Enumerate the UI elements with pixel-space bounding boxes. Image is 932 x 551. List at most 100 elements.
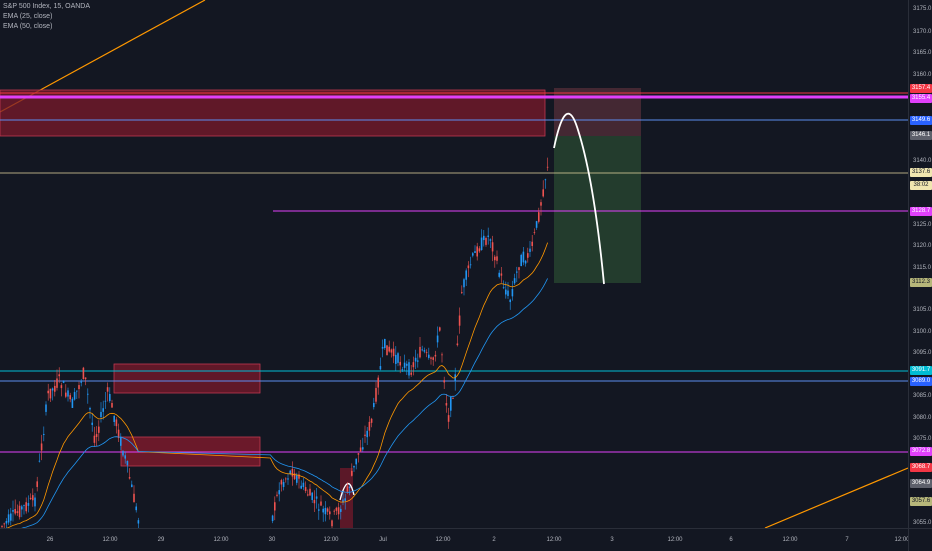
price-label: 3089.0 bbox=[910, 377, 932, 386]
price-label: 3064.9 bbox=[910, 479, 932, 488]
candle-body bbox=[21, 506, 23, 510]
candle-body bbox=[377, 377, 379, 388]
candle-body bbox=[93, 435, 96, 443]
candle-body bbox=[3, 523, 5, 525]
price-label: 3112.3 bbox=[910, 278, 932, 287]
candle-body bbox=[434, 354, 437, 357]
candle-body bbox=[408, 362, 410, 376]
candle-body bbox=[540, 202, 542, 206]
ema-layer bbox=[6, 242, 548, 528]
candle-body bbox=[32, 495, 34, 501]
price-label: 3128.7 bbox=[910, 207, 932, 216]
price-tick: 3095.0 bbox=[913, 350, 932, 356]
take-profit-zone[interactable] bbox=[554, 136, 641, 283]
candle-body bbox=[113, 415, 115, 422]
candle-body bbox=[368, 421, 371, 431]
candle-body bbox=[529, 248, 531, 252]
time-tick: 26 bbox=[46, 537, 54, 543]
candle-body bbox=[16, 511, 19, 514]
price-tick: 3125.0 bbox=[913, 222, 932, 228]
candle-body bbox=[100, 411, 102, 418]
candle-body bbox=[115, 419, 118, 427]
time-axis[interactable]: 26 12:00 29 12:00 30 12:00 Jul 12:00 2 1… bbox=[0, 528, 910, 551]
candle-body bbox=[98, 426, 100, 433]
price-label: 3057.6 bbox=[910, 497, 932, 506]
candle-body bbox=[494, 256, 496, 261]
supply-zone-mid[interactable] bbox=[113, 363, 261, 394]
candle-body bbox=[472, 253, 474, 256]
chart-pane[interactable]: S&P 500 Index, 15, OANDA EMA (25, close)… bbox=[0, 0, 908, 528]
candle-body bbox=[498, 272, 500, 277]
candle-body bbox=[67, 390, 69, 397]
candle-body bbox=[51, 388, 54, 391]
candle-body bbox=[443, 380, 445, 383]
candle-body bbox=[296, 475, 298, 483]
projection-arc[interactable] bbox=[553, 112, 605, 285]
candle-body bbox=[452, 398, 454, 399]
candle-body bbox=[285, 478, 287, 480]
candle-body bbox=[300, 485, 302, 489]
candle-body bbox=[355, 458, 357, 465]
candle-body bbox=[307, 494, 309, 496]
price-tick: 3085.0 bbox=[913, 393, 932, 399]
price-label: 3068.7 bbox=[910, 463, 932, 472]
small-zone[interactable] bbox=[340, 468, 353, 528]
candle-body bbox=[18, 505, 21, 518]
stop-loss-zone[interactable] bbox=[554, 88, 641, 136]
candle-body bbox=[69, 395, 71, 400]
time-tick: 7 bbox=[845, 537, 849, 543]
candle-body bbox=[5, 520, 8, 524]
candle-body bbox=[447, 415, 450, 422]
candle-body bbox=[461, 292, 463, 294]
candle-body bbox=[80, 381, 82, 383]
time-tick: Jul bbox=[379, 537, 387, 543]
candle-body bbox=[476, 246, 478, 257]
candle-body bbox=[410, 372, 412, 375]
candle-body bbox=[496, 256, 498, 261]
candle-body bbox=[340, 508, 342, 512]
candle-body bbox=[522, 251, 525, 263]
candle-body bbox=[131, 484, 133, 488]
ema-50-line bbox=[21, 278, 548, 528]
candle-body bbox=[43, 433, 45, 435]
time-tick: 12:00 bbox=[435, 537, 451, 543]
candle-body bbox=[456, 343, 459, 346]
candle-body bbox=[271, 515, 274, 522]
price-tick: 3160.0 bbox=[913, 72, 932, 78]
candle-body bbox=[318, 509, 320, 511]
candle-body bbox=[419, 346, 421, 358]
candle-body bbox=[122, 450, 124, 456]
legend-ema-50[interactable]: EMA (50, close) bbox=[3, 23, 53, 30]
candle-body bbox=[38, 460, 41, 462]
candle-body bbox=[320, 501, 322, 506]
candle-body bbox=[524, 260, 527, 264]
price-label: 3137.6 bbox=[910, 168, 932, 177]
legend-symbol[interactable]: S&P 500 Index, 15, OANDA bbox=[3, 3, 91, 10]
candle-body bbox=[518, 267, 520, 271]
price-chart[interactable] bbox=[0, 0, 908, 528]
time-tick: 12:00 bbox=[102, 537, 118, 543]
candle-body bbox=[465, 270, 467, 280]
candle-body bbox=[298, 474, 300, 479]
candle-body bbox=[102, 408, 104, 412]
price-label: 3149.6 bbox=[910, 116, 932, 125]
price-tick: 3115.0 bbox=[913, 265, 931, 271]
candle-body bbox=[542, 189, 544, 197]
candle-body bbox=[370, 418, 373, 423]
trend-line-lower[interactable] bbox=[764, 467, 908, 528]
candle-body bbox=[326, 508, 329, 512]
candle-body bbox=[106, 387, 109, 392]
axis-corner bbox=[908, 528, 932, 551]
price-axis[interactable]: 3175.0 3170.0 3165.0 3160.0 3140.0 3125.… bbox=[908, 0, 932, 528]
candle-body bbox=[351, 470, 353, 476]
ema-25-line bbox=[6, 242, 548, 528]
candle-body bbox=[331, 520, 333, 527]
legend-ema-25[interactable]: EMA (25, close) bbox=[3, 13, 53, 20]
candle-body bbox=[128, 477, 131, 479]
time-tick: 30 bbox=[268, 537, 276, 543]
candle-body bbox=[511, 289, 514, 297]
candle-body bbox=[7, 514, 10, 523]
candle-body bbox=[346, 486, 349, 492]
candle-body bbox=[516, 271, 518, 273]
candle-body bbox=[480, 237, 483, 251]
